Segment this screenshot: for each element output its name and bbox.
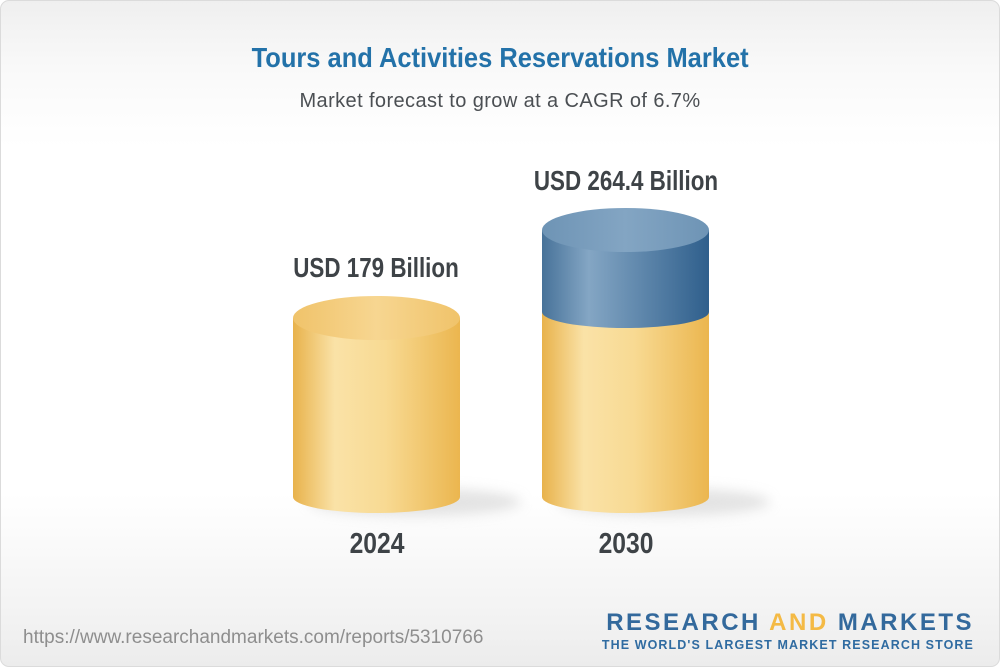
bar-2030-value-text: USD 264.4 Billion (533, 165, 719, 196)
logo-wordmark: RESEARCH AND MARKETS (602, 608, 974, 636)
chart-title: Tours and Activities Reservations Market (1, 42, 999, 74)
logo-word-and: AND (769, 608, 829, 636)
bar-2030-value-label: USD 264.4 Billion (511, 165, 741, 197)
bar-2030-category-label: 2030 (594, 528, 659, 561)
bar-2024-cylinder (293, 296, 461, 513)
bar-2030-growth-segment (542, 230, 709, 328)
bar-2030-top-face (542, 208, 709, 252)
logo-tagline: THE WORLD'S LARGEST MARKET RESEARCH STOR… (601, 637, 974, 652)
report-url: https://www.researchandmarkets.com/repor… (23, 627, 484, 648)
logo-word-markets: MARKETS (837, 608, 974, 636)
bar-2030-cylinder (542, 208, 709, 513)
bar-2024-category-label: 2024 (345, 528, 410, 561)
chart-title-text: Tours and Activities Reservations Market (251, 42, 749, 73)
bar-2024-top-face (293, 296, 460, 340)
bar-2024-value-text: USD 179 Billion (293, 252, 459, 283)
bar-2024-body (293, 318, 461, 513)
bar-2024-year-text: 2024 (349, 528, 405, 560)
chart-subtitle: Market forecast to grow at a CAGR of 6.7… (299, 90, 701, 112)
research-and-markets-logo: RESEARCH AND MARKETS THE WORLD'S LARGEST… (601, 608, 974, 652)
logo-word-research: RESEARCH (606, 608, 761, 636)
bar-2024-value-label: USD 179 Billion (273, 252, 480, 284)
bar-2030-year-text: 2030 (598, 528, 654, 560)
bar-2030-base-segment (542, 304, 709, 513)
